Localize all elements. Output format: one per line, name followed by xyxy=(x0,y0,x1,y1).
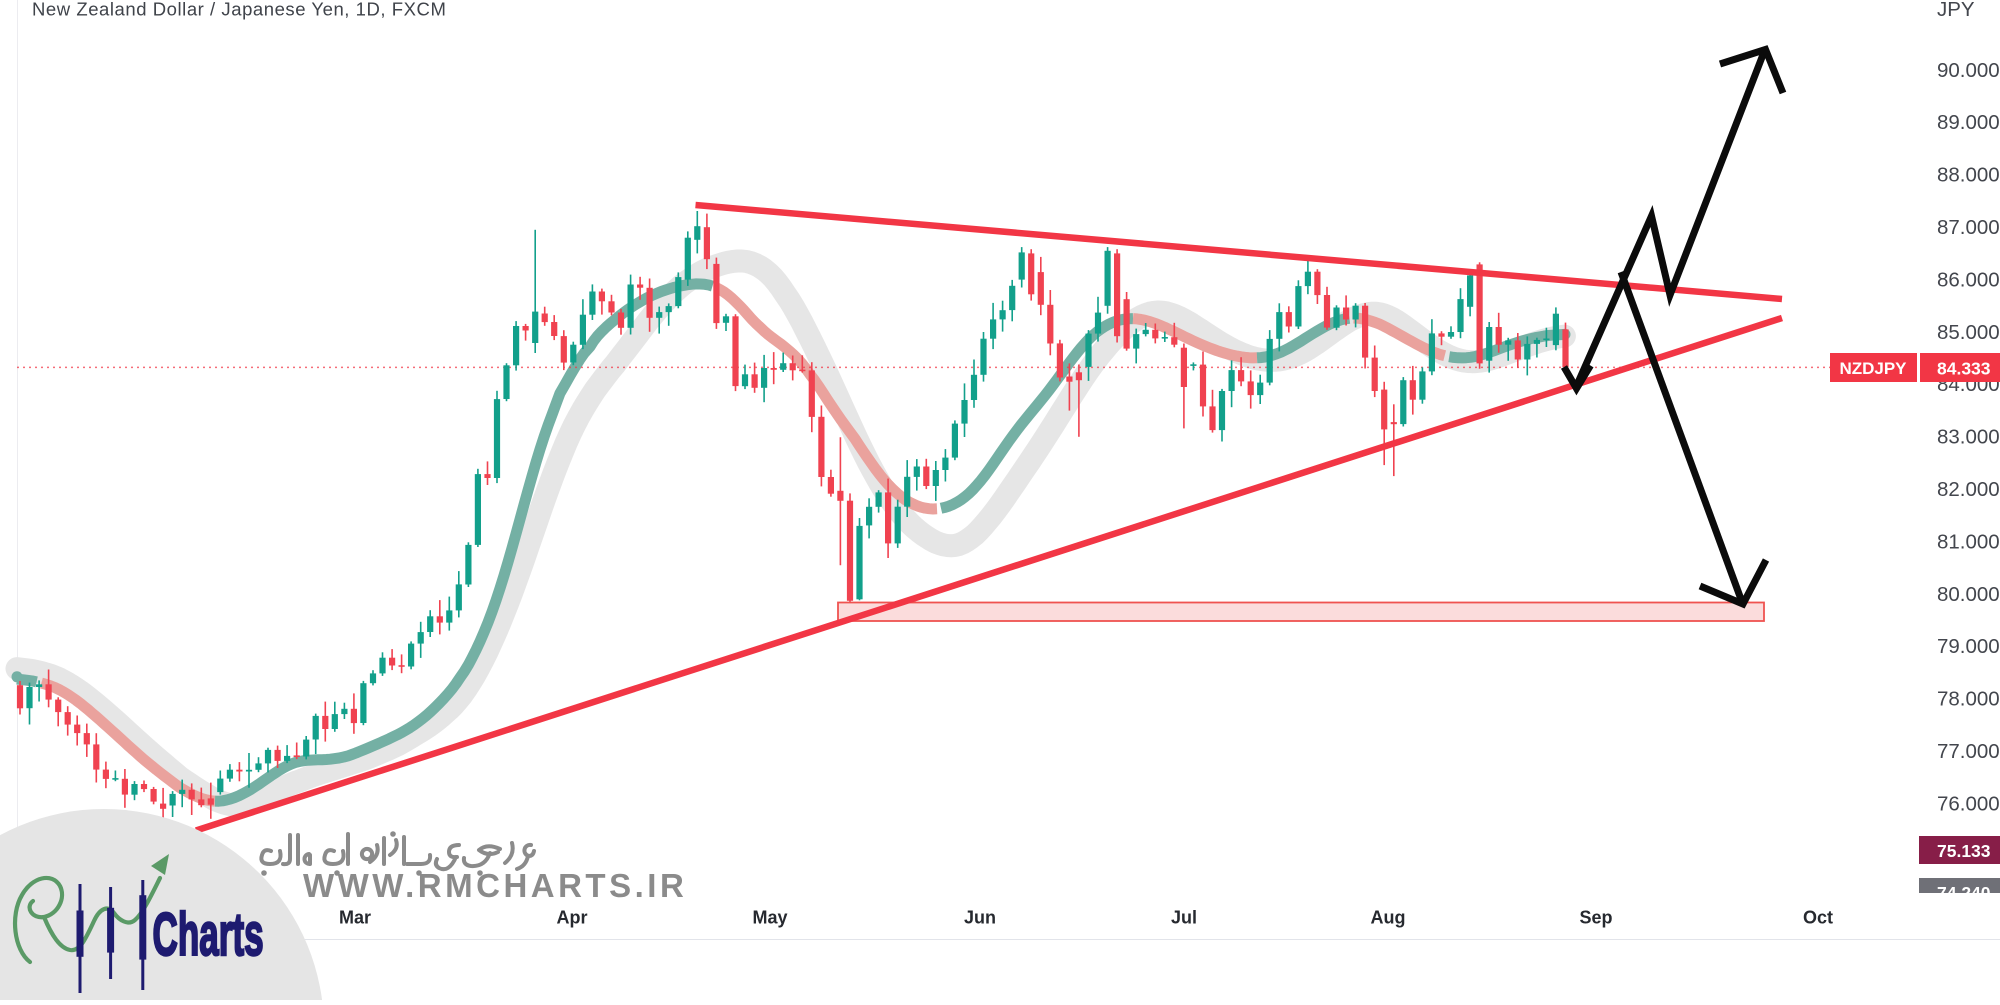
svg-text:90.000: 90.000 xyxy=(1937,59,2000,82)
svg-text:Oct: Oct xyxy=(1803,908,1833,928)
svg-text:83.000: 83.000 xyxy=(1937,426,2000,449)
svg-text:Apr: Apr xyxy=(557,908,588,928)
svg-text:NZDJPY: NZDJPY xyxy=(1839,359,1907,378)
svg-text:New Zealand Dollar / Japanese: New Zealand Dollar / Japanese Yen, 1D, F… xyxy=(32,0,446,20)
svg-text:WWW.RMCHARTS.IR: WWW.RMCHARTS.IR xyxy=(303,867,687,904)
svg-text:89.000: 89.000 xyxy=(1937,111,2000,134)
svg-text:Aug: Aug xyxy=(1371,908,1406,928)
svg-text:May: May xyxy=(752,908,787,928)
svg-text:85.000: 85.000 xyxy=(1937,321,2000,344)
svg-text:82.000: 82.000 xyxy=(1937,478,2000,501)
svg-text:86.000: 86.000 xyxy=(1937,268,2000,291)
svg-text:84.333: 84.333 xyxy=(1937,359,1991,379)
svg-text:79.000: 79.000 xyxy=(1937,635,2000,658)
svg-text:88.000: 88.000 xyxy=(1937,164,2000,187)
svg-text:Charts: Charts xyxy=(153,903,264,969)
svg-text:74.240: 74.240 xyxy=(1937,883,1991,903)
svg-text:Mar: Mar xyxy=(339,908,371,928)
svg-text:87.000: 87.000 xyxy=(1937,216,2000,239)
svg-text:77.000: 77.000 xyxy=(1937,740,2000,763)
svg-text:Sep: Sep xyxy=(1579,908,1612,928)
svg-text:JPY: JPY xyxy=(1937,0,1975,21)
svg-text:75.133: 75.133 xyxy=(1937,841,1991,861)
svg-text:80.000: 80.000 xyxy=(1937,583,2000,606)
svg-text:Jul: Jul xyxy=(1171,908,1197,928)
svg-text:76.000: 76.000 xyxy=(1937,792,2000,815)
svg-text:81.000: 81.000 xyxy=(1937,530,2000,553)
svg-text:78.000: 78.000 xyxy=(1937,688,2000,711)
svg-text:Jun: Jun xyxy=(964,908,996,928)
